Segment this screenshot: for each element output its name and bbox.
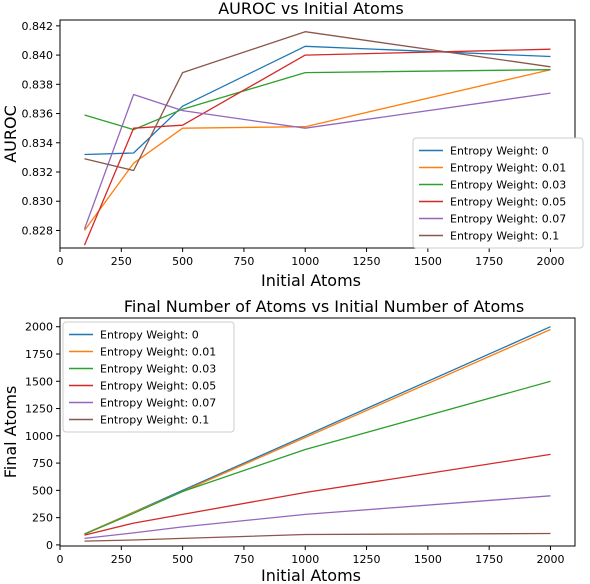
x-tick-label: 0 (57, 553, 64, 566)
y-tick-label: 1500 (25, 375, 53, 388)
y-tick-label: 0.842 (22, 20, 54, 33)
y-tick-label: 0.834 (22, 137, 54, 150)
legend: Entropy Weight: 0 Entropy Weight: 0.01 Ent… (412, 137, 584, 249)
x-tick-label: 1750 (475, 553, 503, 566)
x-tick-label: 1500 (414, 553, 442, 566)
y-tick-label: 0.838 (22, 78, 54, 91)
series-line (84, 495, 551, 540)
x-tick-label: 1250 (353, 553, 381, 566)
plot-frame (59, 317, 576, 547)
legend-label: Entropy Weight: 0.01 (450, 162, 566, 175)
y-tick-label: 0 (46, 539, 53, 552)
legend-label: Entropy Weight: 0.1 (450, 230, 559, 243)
x-tick-label: 2000 (536, 553, 564, 566)
x-tick-label: 250 (111, 255, 132, 268)
y-tick-label: 2000 (25, 321, 53, 334)
x-tick-label: 1500 (414, 255, 442, 268)
y-tick-label: 1250 (25, 403, 53, 416)
chart-title: Final Number of Atoms vs Initial Number … (124, 297, 524, 316)
legend-label: Entropy Weight: 0.05 (450, 196, 566, 209)
y-axis-ticks: 0 250 500 750 1000 1250 1500 1750 2000 (25, 321, 60, 552)
series-line (83, 92, 551, 230)
legend: Entropy Weight: 0 Entropy Weight: 0.01 Ent… (62, 321, 235, 433)
auroc-chart: AUROC vs Initial Atoms 0 250 500 750 1000 125… (1, 0, 584, 290)
series-line (84, 453, 551, 536)
y-tick-label: 750 (32, 457, 53, 470)
x-axis-ticks: 0 250 500 750 1000 1250 1500 1750 2000 (57, 248, 564, 268)
y-tick-label: 500 (32, 484, 53, 497)
x-tick-label: 250 (111, 553, 132, 566)
series-line (84, 380, 551, 535)
series-line (84, 532, 551, 542)
series-line (84, 69, 551, 131)
y-axis-title: Final Atoms (1, 386, 20, 479)
x-tick-label: 750 (233, 255, 254, 268)
x-tick-label: 1000 (291, 255, 319, 268)
x-tick-label: 500 (172, 553, 193, 566)
x-axis-title: Initial Atoms (261, 271, 361, 290)
series-line (84, 45, 551, 156)
y-tick-label: 250 (32, 512, 53, 525)
x-tick-label: 1250 (353, 255, 381, 268)
x-tick-label: 2000 (536, 255, 564, 268)
y-tick-label: 1750 (25, 348, 53, 361)
y-tick-label: 0.836 (22, 108, 54, 121)
x-tick-label: 1000 (291, 553, 319, 566)
series-line (83, 69, 551, 231)
legend-label: Entropy Weight: 0.07 (100, 397, 216, 410)
x-axis-title: Initial Atoms (261, 566, 361, 584)
y-axis-ticks: 0.828 0.830 0.832 0.834 0.836 0.838 0.840 0.842 (22, 20, 60, 237)
series-line (84, 31, 551, 172)
plot-frame (59, 19, 576, 249)
series-group (84, 326, 551, 542)
legend-label: Entropy Weight: 0.07 (450, 213, 566, 226)
chart-title: AUROC vs Initial Atoms (218, 0, 404, 18)
y-tick-label: 0.828 (22, 224, 54, 237)
x-tick-label: 0 (57, 255, 64, 268)
legend-label: Entropy Weight: 0 (450, 145, 549, 158)
y-axis-title: AUROC (1, 105, 20, 163)
x-tick-label: 500 (172, 255, 193, 268)
x-axis-ticks: 0 250 500 750 1000 1250 1500 1750 2000 (57, 546, 564, 566)
series-group (83, 31, 551, 246)
legend-label: Entropy Weight: 0.01 (100, 346, 216, 359)
y-tick-label: 0.840 (22, 49, 54, 62)
y-tick-label: 0.832 (22, 166, 54, 179)
x-tick-label: 750 (233, 553, 254, 566)
x-tick-label: 1750 (475, 255, 503, 268)
legend-label: Entropy Weight: 0.1 (100, 414, 209, 427)
legend-box (62, 321, 235, 433)
final-atoms-chart: Final Number of Atoms vs Initial Number … (1, 297, 576, 584)
legend-label: Entropy Weight: 0.03 (100, 363, 216, 376)
legend-label: Entropy Weight: 0.05 (100, 380, 216, 393)
legend-box (412, 137, 584, 249)
y-tick-label: 1000 (25, 430, 53, 443)
legend-label: Entropy Weight: 0.03 (450, 179, 566, 192)
legend-label: Entropy Weight: 0 (100, 329, 199, 342)
y-tick-label: 0.830 (22, 195, 54, 208)
